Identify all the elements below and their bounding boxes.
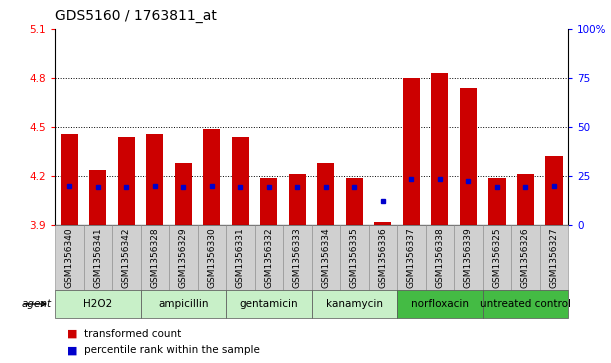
Text: GSM1356339: GSM1356339 bbox=[464, 227, 473, 288]
Text: GSM1356329: GSM1356329 bbox=[179, 227, 188, 288]
Text: GDS5160 / 1763811_at: GDS5160 / 1763811_at bbox=[55, 9, 217, 23]
Text: GSM1356330: GSM1356330 bbox=[207, 227, 216, 288]
Bar bbox=[260, 178, 277, 225]
Text: GSM1356331: GSM1356331 bbox=[236, 227, 245, 288]
Bar bbox=[232, 137, 249, 225]
Bar bbox=[89, 170, 106, 225]
Text: agent: agent bbox=[21, 299, 51, 309]
Bar bbox=[346, 178, 363, 225]
Bar bbox=[146, 134, 163, 225]
Bar bbox=[203, 129, 221, 225]
Text: GSM1356336: GSM1356336 bbox=[378, 227, 387, 288]
Text: GSM1356338: GSM1356338 bbox=[436, 227, 444, 288]
Bar bbox=[317, 163, 334, 225]
Text: GSM1356327: GSM1356327 bbox=[549, 227, 558, 288]
Text: gentamicin: gentamicin bbox=[240, 299, 298, 309]
Text: untreated control: untreated control bbox=[480, 299, 571, 309]
Text: GSM1356328: GSM1356328 bbox=[150, 227, 159, 288]
Bar bbox=[517, 174, 534, 225]
Bar bbox=[488, 178, 505, 225]
Text: GSM1356341: GSM1356341 bbox=[93, 227, 102, 288]
Text: norfloxacin: norfloxacin bbox=[411, 299, 469, 309]
Text: GSM1356332: GSM1356332 bbox=[265, 227, 273, 288]
Bar bbox=[403, 78, 420, 225]
Bar bbox=[118, 137, 135, 225]
Text: transformed count: transformed count bbox=[84, 329, 181, 339]
Bar bbox=[289, 174, 306, 225]
Text: ■: ■ bbox=[67, 345, 78, 355]
Text: ■: ■ bbox=[67, 329, 78, 339]
Bar bbox=[375, 222, 392, 225]
Bar bbox=[60, 134, 78, 225]
Text: GSM1356342: GSM1356342 bbox=[122, 228, 131, 288]
Text: GSM1356325: GSM1356325 bbox=[492, 227, 502, 288]
Text: GSM1356337: GSM1356337 bbox=[407, 227, 416, 288]
Text: GSM1356335: GSM1356335 bbox=[350, 227, 359, 288]
Bar bbox=[546, 156, 563, 225]
Text: GSM1356326: GSM1356326 bbox=[521, 227, 530, 288]
Text: percentile rank within the sample: percentile rank within the sample bbox=[84, 345, 260, 355]
Text: GSM1356334: GSM1356334 bbox=[321, 227, 331, 288]
Text: kanamycin: kanamycin bbox=[326, 299, 383, 309]
Text: ampicillin: ampicillin bbox=[158, 299, 208, 309]
Text: GSM1356340: GSM1356340 bbox=[65, 227, 74, 288]
Bar bbox=[460, 88, 477, 225]
Text: H2O2: H2O2 bbox=[83, 299, 112, 309]
Bar bbox=[431, 73, 448, 225]
Text: GSM1356333: GSM1356333 bbox=[293, 227, 302, 288]
Bar bbox=[175, 163, 192, 225]
